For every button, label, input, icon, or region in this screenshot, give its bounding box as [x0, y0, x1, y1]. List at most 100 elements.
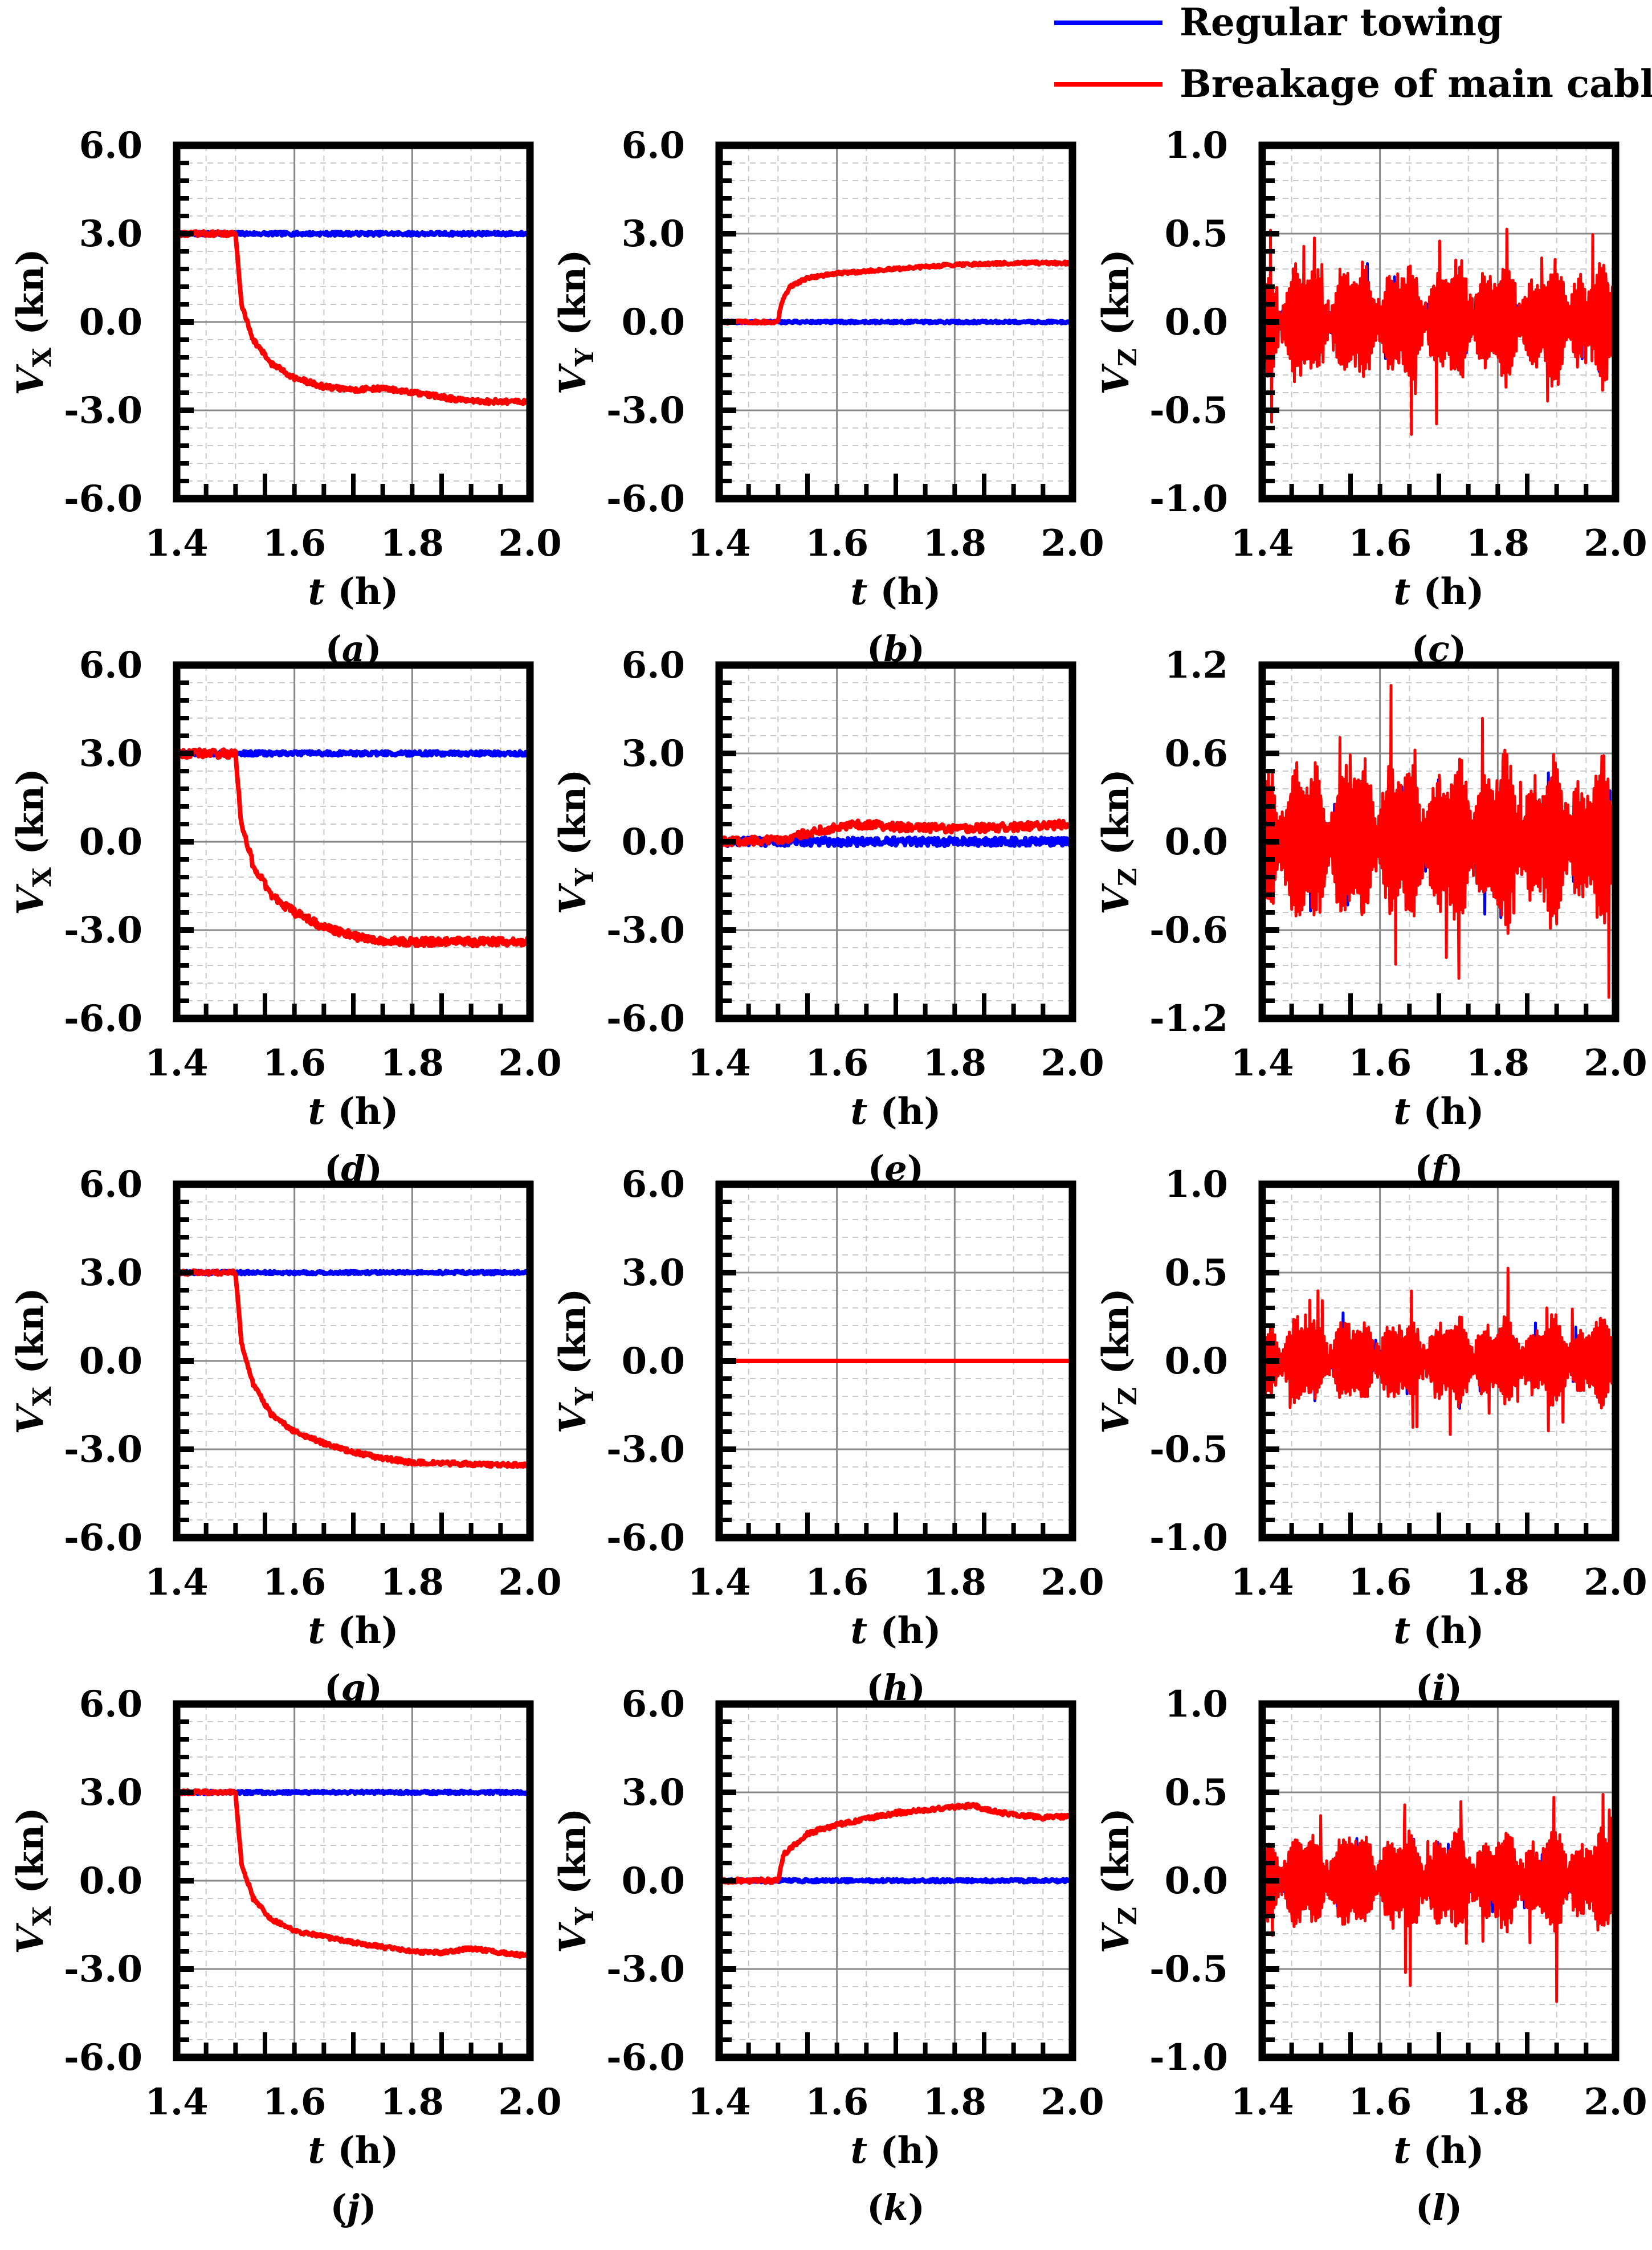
y-tick-label: -3.0: [606, 909, 685, 952]
y-tick-label: 0.5: [1165, 1771, 1228, 1814]
y-tick-label: -3.0: [606, 1428, 685, 1471]
y-tick-label: 0.5: [1165, 1252, 1228, 1294]
y-tick-label: -3.0: [64, 909, 142, 952]
x-tick-label: 2.0: [498, 2081, 561, 2123]
x-tick-label: 2.0: [1041, 2081, 1104, 2123]
y-tick-label: 0.0: [79, 1340, 142, 1383]
legend-breakage-label: Breakage of main cable: [1180, 62, 1652, 106]
y-tick-label: 6.0: [79, 124, 142, 167]
x-tick-label: 1.6: [1348, 2081, 1412, 2123]
y-tick-label: -0.6: [1149, 909, 1228, 952]
y-tick-label: 0.0: [79, 1860, 142, 1902]
y-tick-label: 3.0: [79, 1771, 142, 1814]
x-axis-label: t (h): [851, 1609, 941, 1652]
y-tick-label: -1.0: [1149, 478, 1228, 520]
panel-l: 1.0 0.5 0.0 -0.5 -1.01.4 1.6 1.8 2.0 t (h) VZ (kn…: [1095, 1683, 1647, 2228]
y-tick-label: -6.0: [64, 1517, 142, 1559]
x-tick-label: 1.6: [805, 522, 868, 565]
y-tick-label: 1.0: [1165, 1163, 1228, 1206]
x-tick-label: 2.0: [1041, 522, 1104, 565]
x-tick-label: 1.6: [263, 522, 326, 565]
y-tick-label: -6.0: [606, 478, 685, 520]
y-axis-label: VY (kn): [552, 1289, 599, 1434]
x-tick-label: 1.8: [923, 2081, 986, 2123]
y-axis-label: VX (kn): [9, 248, 57, 396]
x-axis-label: t (h): [1394, 1090, 1484, 1133]
x-tick-label: 1.4: [687, 522, 750, 565]
series-breakage-of-main-cable-j: [174, 1788, 532, 1959]
y-tick-label: 0.6: [1165, 732, 1228, 775]
y-axis-label: VY (kn): [552, 250, 599, 395]
x-tick-label: 1.6: [263, 1042, 326, 1085]
y-tick-label: -6.0: [64, 2036, 142, 2079]
x-axis-label: t (h): [308, 1609, 399, 1652]
x-tick-label: 2.0: [1584, 1042, 1647, 1085]
y-tick-label: -3.0: [606, 389, 685, 432]
legend-regular-towing-label: Regular towing: [1180, 0, 1503, 44]
x-tick-label: 2.0: [498, 522, 561, 565]
legend: Regular towing Breakage of main cable: [1054, 0, 1652, 106]
series-breakage-of-main-cable-g: [175, 1268, 532, 1469]
x-tick-label: 1.6: [805, 1042, 868, 1085]
x-tick-label: 1.6: [805, 1561, 868, 1604]
x-tick-label: 1.4: [687, 2081, 750, 2123]
x-tick-label: 1.8: [1466, 1561, 1529, 1604]
y-tick-label: -3.0: [64, 389, 142, 432]
y-tick-label: -6.0: [606, 997, 685, 1040]
x-tick-label: 1.8: [381, 522, 444, 565]
subplot-label: (j): [330, 2187, 376, 2228]
x-tick-label: 1.4: [1230, 2081, 1294, 2123]
y-axis-label: VZ (kn): [1095, 769, 1143, 915]
x-tick-label: 1.6: [1348, 1561, 1412, 1604]
y-tick-label: 3.0: [622, 213, 685, 255]
panel-i: 1.0 0.5 0.0 -0.5 -1.01.4 1.6 1.8 2.0 t (h) VZ (kn…: [1095, 1163, 1647, 1709]
panel-g: 6.0 3.0 0.0 -3.0 -6.01.4 1.6 1.8 2.0 t (h) VX (kn…: [9, 1163, 562, 1709]
x-tick-label: 1.8: [381, 1042, 444, 1085]
x-tick-label: 2.0: [1584, 522, 1647, 565]
series-breakage-of-main-cable-e: [717, 818, 1075, 848]
x-tick-label: 2.0: [1584, 2081, 1647, 2123]
x-tick-label: 1.6: [263, 2081, 326, 2123]
x-tick-label: 1.8: [1466, 2081, 1529, 2123]
y-tick-label: 3.0: [622, 1252, 685, 1294]
y-tick-label: 3.0: [79, 1252, 142, 1294]
x-tick-label: 2.0: [498, 1042, 561, 1085]
panel-b: 6.0 3.0 0.0 -3.0 -6.01.4 1.6 1.8 2.0 t (h) VY (kn…: [552, 124, 1104, 670]
y-tick-label: 3.0: [622, 1771, 685, 1814]
y-tick-label: -0.5: [1149, 389, 1228, 432]
y-tick-label: -1.2: [1149, 997, 1228, 1040]
x-tick-label: 1.8: [923, 1042, 986, 1085]
x-tick-label: 1.8: [1466, 522, 1529, 565]
panel-e: 6.0 3.0 0.0 -3.0 -6.01.4 1.6 1.8 2.0 t (h) VY (kn…: [552, 644, 1104, 1189]
x-tick-label: 1.4: [1230, 1042, 1294, 1085]
y-axis-label: VX (kn): [9, 1287, 57, 1434]
y-tick-label: 1.0: [1165, 1683, 1228, 1726]
series-breakage-of-main-cable-l: [1261, 1793, 1617, 2003]
x-axis-label: t (h): [308, 2129, 399, 2172]
x-tick-label: 1.4: [145, 1561, 208, 1604]
x-tick-label: 1.6: [805, 2081, 868, 2123]
series-breakage-of-main-cable-i: [1261, 1266, 1617, 1436]
y-tick-label: 0.5: [1165, 213, 1228, 255]
series-breakage-of-main-cable-a: [174, 229, 532, 406]
y-tick-label: 0.0: [622, 1860, 685, 1902]
y-tick-label: -6.0: [606, 1517, 685, 1559]
series-breakage-of-main-cable-b: [717, 259, 1075, 326]
series-breakage-of-main-cable-c: [1261, 227, 1617, 436]
x-axis-label: t (h): [851, 2129, 941, 2172]
x-axis-label: t (h): [308, 1090, 399, 1133]
y-axis-label: VX (kn): [9, 1807, 57, 1954]
panel-k: 6.0 3.0 0.0 -3.0 -6.01.4 1.6 1.8 2.0 t (h) VY (kn…: [552, 1683, 1104, 2228]
x-tick-label: 1.4: [1230, 1561, 1294, 1604]
x-tick-label: 2.0: [1041, 1042, 1104, 1085]
x-tick-label: 1.4: [1230, 522, 1294, 565]
subplot-label: (l): [1416, 2187, 1462, 2228]
panels: 6.03.00.0-3.0-6.01.4 1.6 1.8 2.0t (h)VX (kn…: [9, 124, 1647, 2228]
x-tick-label: 1.4: [145, 1042, 208, 1085]
y-tick-label: 0.0: [1165, 1340, 1228, 1383]
y-tick-label: 0.0: [1165, 301, 1228, 344]
y-tick-label: 0.0: [79, 301, 142, 344]
y-axis-label: VY (kn): [552, 1808, 599, 1954]
series-breakage-of-main-cable-d: [174, 747, 532, 948]
x-tick-label: 1.6: [263, 1561, 326, 1604]
